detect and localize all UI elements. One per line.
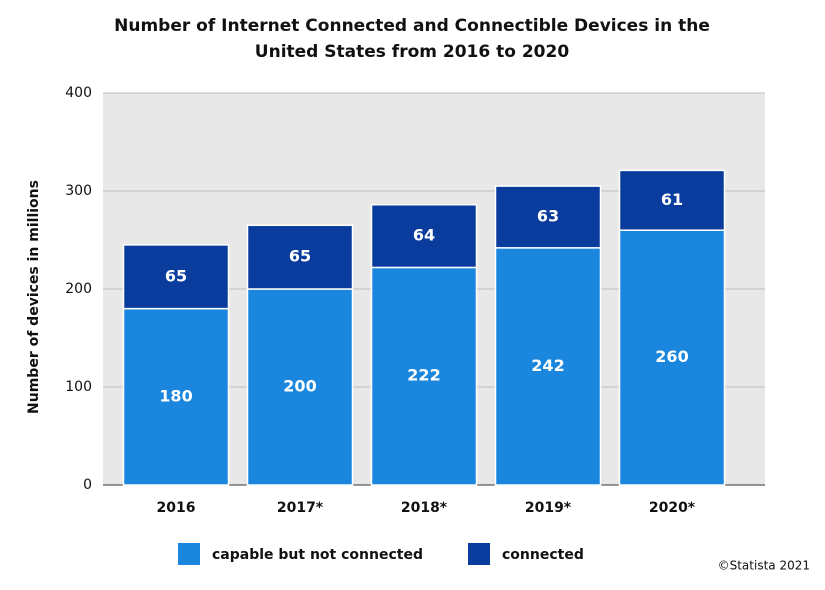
y-tick-label: 400 bbox=[65, 85, 92, 101]
legend-swatch bbox=[178, 543, 200, 565]
legend-label: connected bbox=[502, 547, 584, 563]
value-label: 65 bbox=[289, 247, 311, 266]
value-label: 180 bbox=[159, 386, 192, 405]
value-label: 64 bbox=[413, 226, 435, 245]
value-label: 200 bbox=[283, 377, 316, 396]
legend-label: capable but not connected bbox=[212, 547, 423, 563]
x-tick-label: 2020* bbox=[649, 500, 696, 516]
bar-segment bbox=[370, 203, 478, 269]
x-tick-label: 2017* bbox=[277, 500, 324, 516]
bar-segment bbox=[618, 229, 726, 486]
value-label: 61 bbox=[661, 190, 683, 209]
bar-segment bbox=[246, 224, 354, 290]
chart-title: Number of Internet Connected and Connect… bbox=[114, 16, 710, 62]
bar-segment bbox=[494, 185, 602, 249]
value-label: 222 bbox=[407, 366, 440, 385]
value-label: 63 bbox=[537, 206, 559, 225]
bar-segment bbox=[122, 307, 230, 486]
value-label: 65 bbox=[165, 266, 187, 285]
bar-segment bbox=[246, 288, 354, 486]
value-label: 260 bbox=[655, 347, 688, 366]
y-tick-label: 300 bbox=[65, 183, 92, 199]
credit: ©Statista 2021 bbox=[718, 559, 810, 573]
x-tick-label: 2018* bbox=[401, 500, 448, 516]
bar-segment bbox=[370, 266, 478, 486]
value-label: 242 bbox=[531, 356, 564, 375]
bar-segment bbox=[618, 169, 726, 231]
x-tick-label: 2019* bbox=[525, 500, 572, 516]
y-axis-label: Number of devices in millions bbox=[26, 180, 42, 414]
y-tick-label: 0 bbox=[83, 477, 92, 493]
bar-segment bbox=[122, 244, 230, 310]
y-tick-label: 200 bbox=[65, 281, 92, 297]
x-tick-label: 2016 bbox=[157, 500, 196, 516]
legend-swatch bbox=[468, 543, 490, 565]
y-tick-label: 100 bbox=[65, 379, 92, 395]
